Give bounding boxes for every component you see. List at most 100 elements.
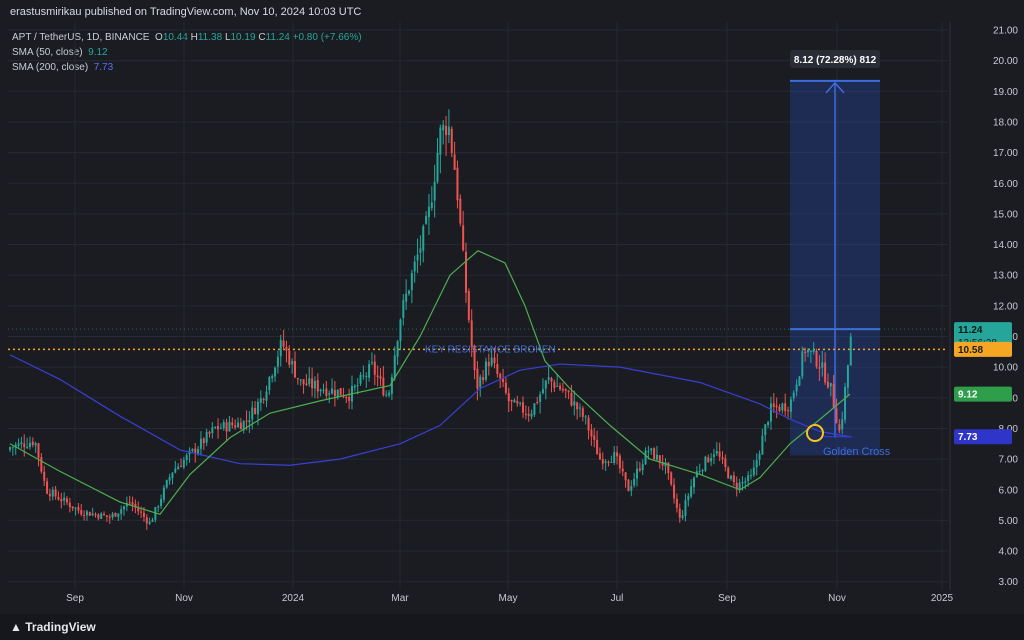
candle-body: [219, 427, 222, 429]
y-tick-label: 13.00: [993, 271, 1018, 282]
measure-arrow-head: [825, 81, 845, 94]
candle-body: [567, 390, 570, 393]
candle-body: [422, 226, 425, 251]
candle-body: [838, 424, 841, 431]
candle-body: [741, 481, 744, 484]
candle-body: [228, 421, 231, 432]
candle-body: [311, 378, 314, 389]
candle-body: [23, 443, 26, 448]
sma50-value: 9.12: [88, 47, 108, 58]
candle-body: [165, 480, 168, 488]
candle-body: [182, 459, 185, 468]
candle-body: [795, 384, 798, 392]
symbol-name[interactable]: APT / TetherUS, 1D, BINANCE: [12, 32, 150, 43]
candle-body: [610, 461, 613, 463]
candle-body: [120, 509, 123, 514]
candle-body: [325, 388, 328, 396]
candle-body: [849, 336, 852, 366]
candle-body: [798, 376, 801, 386]
candle-body: [675, 498, 678, 508]
candle-body: [826, 381, 829, 388]
candle-body: [9, 447, 11, 450]
candle-body: [750, 475, 752, 477]
candle-body: [427, 206, 430, 218]
legend-sma200-row[interactable]: SMA (200, close) 7.73: [12, 60, 362, 75]
candle-body: [502, 378, 505, 383]
candle-body: [262, 398, 265, 400]
y-tick-label: 6.00: [999, 485, 1019, 496]
candle-body: [103, 513, 106, 516]
candle-body: [744, 481, 747, 483]
candle-body: [405, 293, 408, 302]
candle-body: [145, 517, 148, 524]
candle-body: [439, 127, 442, 155]
sma50-line: [9, 249, 851, 515]
x-tick-label: Sep: [66, 593, 84, 604]
candle-body: [305, 383, 308, 386]
candle-body: [345, 396, 348, 398]
candle-body: [527, 413, 530, 416]
measure-label: 8.12 (72.28%) 812: [794, 55, 877, 66]
candle-body: [365, 376, 368, 378]
candle-body: [399, 319, 402, 342]
candle-body: [670, 472, 673, 485]
y-tick-label: 10.00: [993, 363, 1018, 374]
candle-body: [14, 444, 17, 448]
candle-body: [604, 461, 607, 463]
y-tick-label: 7.00: [999, 455, 1019, 466]
legend-sma50-row[interactable]: SMA (50, close) 9.12: [12, 45, 362, 60]
y-tick-label: 12.00: [993, 301, 1018, 312]
candle-body: [251, 407, 254, 420]
y-tick-label: 3.00: [999, 577, 1019, 588]
candle-body: [690, 486, 693, 497]
candle-body: [91, 513, 94, 516]
candle-body: [730, 475, 733, 480]
candle-body: [20, 442, 23, 445]
candle-body: [482, 377, 485, 381]
candle-body: [752, 467, 755, 476]
candle-body: [271, 375, 274, 379]
candle-body: [123, 506, 125, 510]
candle-body: [137, 508, 140, 512]
tradingview-logo[interactable]: ▲ TradingView: [10, 620, 96, 634]
candle-body: [465, 251, 467, 293]
candle-body: [43, 471, 46, 481]
candle-body: [237, 422, 239, 428]
candle-body: [214, 427, 217, 429]
sma200-line: [9, 354, 851, 466]
candle-body: [550, 378, 553, 382]
candle-body: [211, 427, 214, 434]
open-label: O: [155, 32, 163, 43]
candle-body: [419, 248, 422, 253]
candle-body: [131, 502, 134, 505]
candle-body: [171, 472, 174, 479]
tradingview-logo-text: TradingView: [25, 620, 96, 634]
candle-body: [68, 502, 71, 508]
candle-body: [225, 422, 228, 432]
tradingview-logo-icon: ▲: [10, 620, 22, 634]
x-tick-label: Mar: [391, 593, 409, 604]
candle-body: [821, 362, 824, 368]
candle-body: [576, 402, 579, 410]
chart-legend: APT / TetherUS, 1D, BINANCE O10.44 H11.3…: [12, 30, 362, 75]
candle-body: [66, 498, 68, 503]
candle-body: [259, 398, 262, 403]
y-tick-label: 21.00: [993, 26, 1018, 37]
candle-body: [276, 356, 279, 367]
candle-body: [299, 379, 302, 381]
candle-body: [202, 438, 205, 444]
candle-body: [11, 447, 14, 449]
candle-body: [313, 380, 316, 389]
candle-body: [148, 521, 151, 524]
candle-body: [693, 477, 695, 488]
candle-body: [379, 376, 382, 379]
candle-body: [712, 454, 715, 458]
x-tick-label: 2024: [282, 593, 305, 604]
candle-body: [536, 401, 539, 403]
candle-body: [445, 125, 448, 136]
candle-body: [282, 340, 285, 347]
candle-body: [88, 512, 91, 516]
candle-body: [470, 320, 473, 347]
candle-body: [704, 456, 707, 471]
